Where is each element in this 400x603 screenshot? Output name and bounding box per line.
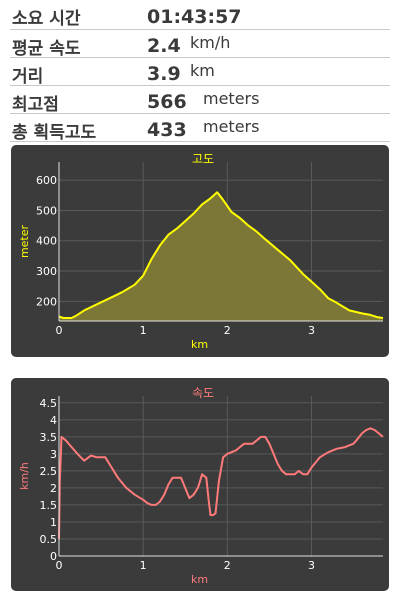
speed-xtick-label: 0 <box>56 559 63 572</box>
elevation-chart-card: 0 1 2 3 200 300 400 500 600 고도 km meter <box>11 145 389 357</box>
speed-ytick-label: 3 <box>50 448 57 461</box>
stat-label-distance: 거리 <box>12 67 44 87</box>
speed-ytick-label: 1 <box>50 516 57 529</box>
stat-label-max-elevation: 최고점 <box>12 95 59 115</box>
stat-row-elevation-gain: 총 획득고도 433 meters <box>10 114 390 143</box>
speed-ytick-label: 2 <box>50 482 57 495</box>
elevation-xtick-label: 0 <box>56 324 63 337</box>
elevation-area-fill <box>59 192 383 321</box>
summary-stats: 소요 시간 01:43:57 평균 속도 2.4 km/h 거리 3.9 km … <box>10 0 390 143</box>
elevation-xlabel: km <box>191 338 208 351</box>
stat-unit-max-elevation: meters <box>203 89 260 108</box>
stat-unit-elevation-gain: meters <box>203 117 260 136</box>
speed-ytick-label: 4 <box>50 414 57 427</box>
speed-xtick-label: 2 <box>224 559 231 572</box>
speed-ytick-label: 3.5 <box>40 431 58 444</box>
speed-chart-card: 0 1 2 3 0 0.5 1 1.5 2 2.5 3 3.5 4 4.5 속도 km km/h <box>11 378 389 591</box>
stat-unit-avg-speed: km/h <box>190 33 231 52</box>
elevation-xtick-label: 1 <box>140 324 147 337</box>
elevation-chart: 0 1 2 3 200 300 400 500 600 고도 km meter <box>18 152 384 351</box>
elevation-ytick-label: 400 <box>36 235 57 248</box>
speed-xtick-label: 1 <box>140 559 147 572</box>
elevation-xtick-label: 2 <box>224 324 231 337</box>
speed-ylabel: km/h <box>18 462 31 490</box>
speed-ytick-label: 0.5 <box>40 533 58 546</box>
speed-title: 속도 <box>192 386 214 400</box>
stat-value-duration: 01:43:57 <box>147 6 242 28</box>
speed-series-line <box>58 427 384 540</box>
stat-row-max-elevation: 최고점 566 meters <box>10 86 390 115</box>
speed-chart: 0 1 2 3 0 0.5 1 1.5 2 2.5 3 3.5 4 4.5 속도 km km/h <box>18 386 384 586</box>
elevation-ytick-label: 600 <box>36 174 57 187</box>
stat-value-elevation-gain: 433 <box>147 119 187 141</box>
speed-ytick-label: 0 <box>50 550 57 563</box>
stat-value-avg-speed: 2.4 <box>147 35 181 57</box>
elevation-ylabel: meter <box>18 224 31 258</box>
elevation-xtick-label: 3 <box>308 324 315 337</box>
stat-row-avg-speed: 평균 속도 2.4 km/h <box>10 30 390 59</box>
elevation-ytick-label: 200 <box>36 295 57 308</box>
stat-row-distance: 거리 3.9 km <box>10 58 390 87</box>
speed-ytick-label: 2.5 <box>40 465 58 478</box>
stat-value-distance: 3.9 <box>147 63 181 85</box>
elevation-title: 고도 <box>192 152 214 166</box>
elevation-ytick-label: 300 <box>36 265 57 278</box>
stat-label-avg-speed: 평균 속도 <box>12 39 81 59</box>
speed-xlabel: km <box>191 573 208 586</box>
speed-ytick-label: 1.5 <box>40 499 58 512</box>
elevation-series-line <box>58 191 384 319</box>
speed-xtick-label: 3 <box>308 559 315 572</box>
stat-label-elevation-gain: 총 획득고도 <box>12 123 97 143</box>
speed-ytick-label: 4.5 <box>40 397 58 410</box>
stat-unit-distance: km <box>190 61 215 80</box>
stat-label-duration: 소요 시간 <box>12 9 81 29</box>
stat-row-duration: 소요 시간 01:43:57 <box>10 0 390 30</box>
stat-value-max-elevation: 566 <box>147 91 187 113</box>
elevation-ytick-label: 500 <box>36 204 57 217</box>
